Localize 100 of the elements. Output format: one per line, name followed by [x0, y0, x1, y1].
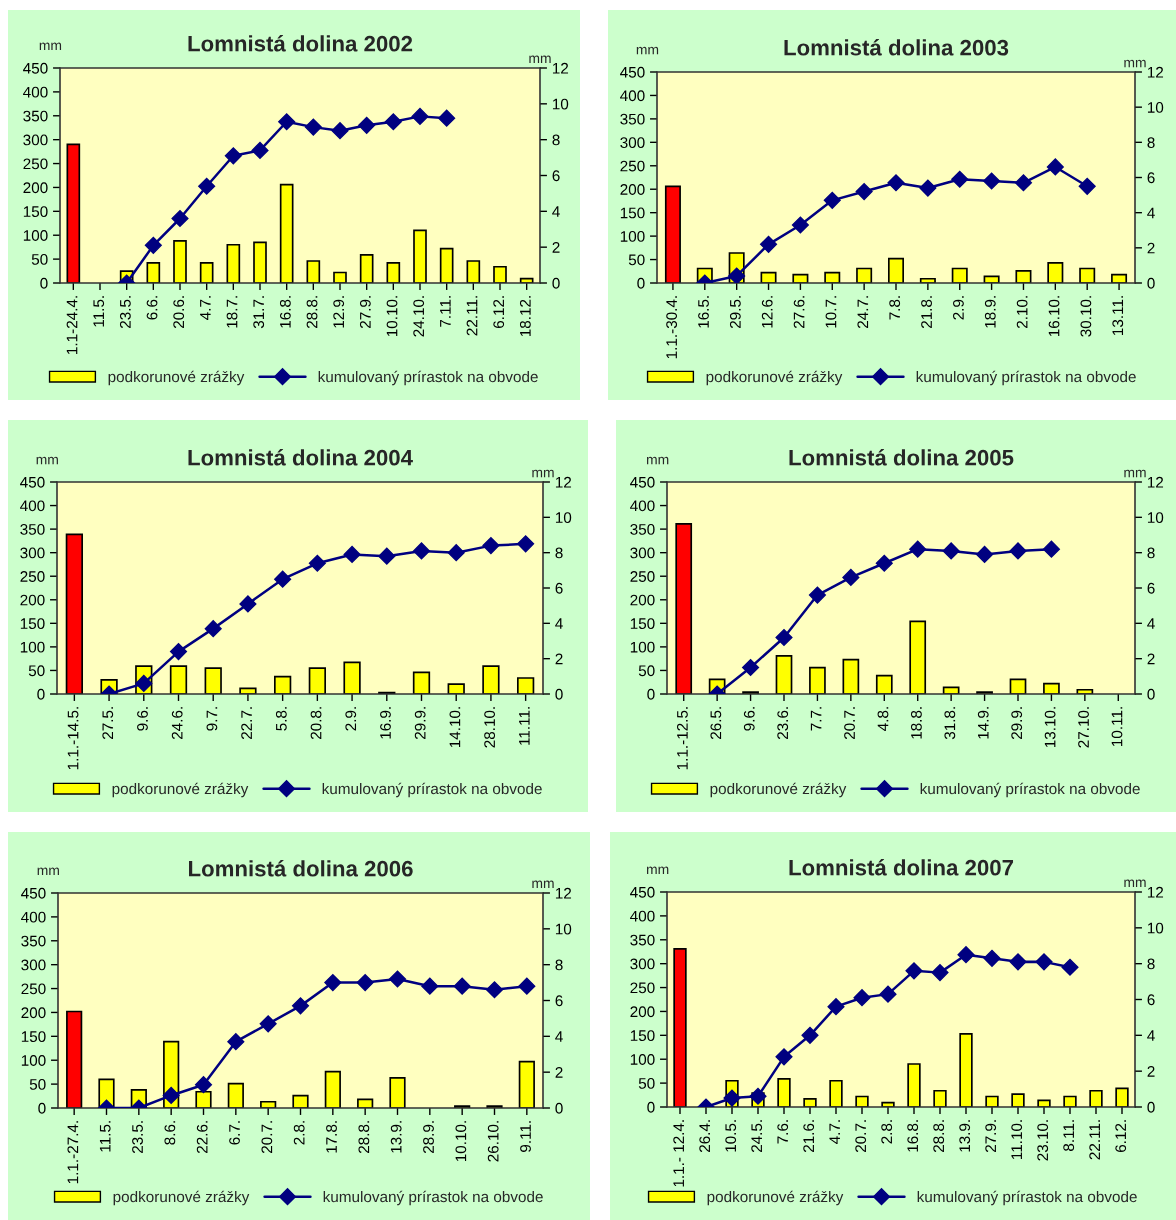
y-tick-label: 300	[630, 547, 655, 559]
x-tick-label: 24.6.	[171, 707, 183, 740]
y2-tick-label: 4	[1147, 618, 1155, 629]
y2-axis-title: mm	[532, 880, 554, 889]
y2-tick-label: 6	[1147, 582, 1155, 594]
y2-tick-label: 4	[1147, 1030, 1155, 1041]
y-axis-title: mm	[37, 867, 59, 876]
y2-axis-title: mm	[1124, 879, 1146, 888]
y-tick-label: 150	[21, 1031, 46, 1043]
x-tick-label: 16.5.	[698, 296, 709, 328]
y-tick-label: 0	[40, 277, 48, 289]
x-tick-label: 5.8.	[275, 707, 287, 731]
y-tick-label: 50	[29, 1078, 46, 1090]
y-tick-label: 450	[630, 886, 655, 898]
x-tick-label: 1.1.- 12.4.	[673, 1120, 684, 1187]
y-tick-label: 100	[23, 230, 48, 241]
x-tick-label: 11.5.	[93, 296, 105, 327]
x-tick-label: 20.8.	[310, 707, 322, 740]
x-tick-label: 18.9.	[984, 296, 996, 328]
x-tick-label: 9.11.	[520, 1121, 531, 1152]
y-tick-label: 0	[647, 1101, 655, 1113]
x-tick-label: 7.7.	[810, 707, 822, 731]
legend-label: podkorunové zrážky	[707, 1190, 844, 1206]
x-tick-label: 14.10.	[449, 707, 461, 748]
x-tick-label: 16.8.	[907, 1120, 919, 1152]
y-tick-label: 0	[637, 277, 645, 289]
y2-tick-label: 10	[1147, 922, 1164, 934]
y-tick-label: 250	[620, 160, 645, 172]
y-tick-label: 300	[21, 959, 46, 971]
y-tick-label: 250	[23, 158, 48, 170]
chart-title: Lomnistá dolina 2006	[189, 860, 413, 877]
y2-tick-label: 6	[555, 995, 563, 1007]
x-tick-label: 31.7.	[253, 296, 265, 329]
y-tick-label: 0	[38, 1102, 46, 1114]
x-tick-label: 20.7.	[261, 1121, 273, 1154]
x-tick-label: 10.10.	[386, 296, 398, 337]
legend-label: podkorunové zrážky	[706, 370, 843, 386]
x-tick-label: 11.11.	[519, 707, 530, 745]
y2-tick-label: 2	[555, 653, 563, 665]
y2-tick-label: 12	[1147, 886, 1164, 898]
y-tick-label: 350	[620, 113, 645, 125]
y-tick-label: 300	[620, 137, 645, 149]
y-tick-label: 200	[630, 1006, 655, 1018]
x-tick-label: 21.6.	[803, 1120, 815, 1153]
y2-tick-label: 6	[1147, 172, 1155, 184]
legend-label: kumulovaný prírastok na obvode	[917, 1190, 1137, 1206]
y-tick-label: 200	[20, 594, 45, 606]
y-tick-label: 150	[23, 206, 48, 218]
x-tick-label: 1.1-24.4.	[66, 296, 78, 354]
y2-tick-label: 10	[555, 923, 572, 935]
y2-tick-label: 12	[555, 887, 572, 899]
legend-label: kumulovaný prírastok na obvode	[916, 370, 1136, 386]
y2-tick-label: 4	[552, 206, 560, 217]
x-tick-label: 12.6.	[761, 296, 773, 328]
legend-label: podkorunové zrážky	[113, 1190, 250, 1206]
y2-tick-label: 12	[1147, 66, 1164, 78]
chart-title: Lomnistá dolina 2004	[188, 449, 413, 466]
legend-label: podkorunové zrážky	[112, 782, 249, 798]
y-tick-label: 300	[23, 134, 48, 146]
y-axis-title: mm	[36, 456, 58, 465]
x-tick-label: 27.9.	[359, 296, 371, 329]
y-tick-label: 300	[20, 547, 45, 559]
x-tick-label: 28.8.	[358, 1121, 370, 1154]
x-tick-label: 20.7.	[844, 707, 855, 740]
y-tick-label: 250	[630, 571, 655, 582]
y-tick-label: 200	[630, 594, 655, 606]
y2-tick-label: 10	[555, 512, 572, 524]
y-tick-label: 150	[20, 618, 45, 630]
x-tick-label: 28.9.	[423, 1121, 434, 1154]
x-tick-label: 23.6.	[777, 707, 789, 740]
y2-tick-label: 6	[555, 582, 563, 594]
chart-title: Lomnistá dolina 2005	[789, 449, 1014, 466]
x-tick-label: 22.11.	[1089, 1120, 1100, 1160]
y-tick-label: 100	[620, 230, 645, 242]
y-tick-label: 350	[23, 110, 48, 122]
x-tick-label: 28.8.	[306, 296, 318, 329]
y-tick-label: 100	[21, 1055, 46, 1066]
y-tick-label: 50	[638, 1077, 655, 1089]
x-tick-label: 29.9.	[414, 707, 426, 740]
y2-tick-label: 8	[1147, 958, 1155, 970]
x-tick-label: 27.5.	[102, 707, 114, 740]
y-tick-label: 400	[630, 910, 655, 922]
x-tick-label: 1.1.-30.4.	[666, 296, 678, 359]
y2-tick-label: 12	[1147, 476, 1164, 488]
x-tick-label: 2.10.	[1016, 296, 1028, 329]
y-tick-label: 50	[638, 665, 655, 677]
x-tick-label: 7.6.	[777, 1120, 789, 1144]
y-tick-label: 450	[20, 476, 45, 488]
x-tick-label: 9.7.	[206, 707, 218, 731]
y2-tick-label: 4	[1147, 207, 1155, 219]
y2-tick-label: 0	[1147, 277, 1155, 289]
x-tick-label: 18.8.	[911, 707, 922, 739]
y-tick-label: 100	[630, 1054, 655, 1065]
x-tick-label: 4.7.	[829, 1120, 840, 1144]
legend-label: podkorunové zrážky	[710, 782, 847, 798]
x-tick-label: 26.5.	[710, 707, 722, 740]
y-tick-label: 450	[620, 66, 645, 78]
x-tick-label: 16.9.	[380, 707, 391, 739]
x-tick-label: 7.8.	[889, 296, 901, 320]
x-tick-label: 23.5.	[119, 296, 131, 329]
